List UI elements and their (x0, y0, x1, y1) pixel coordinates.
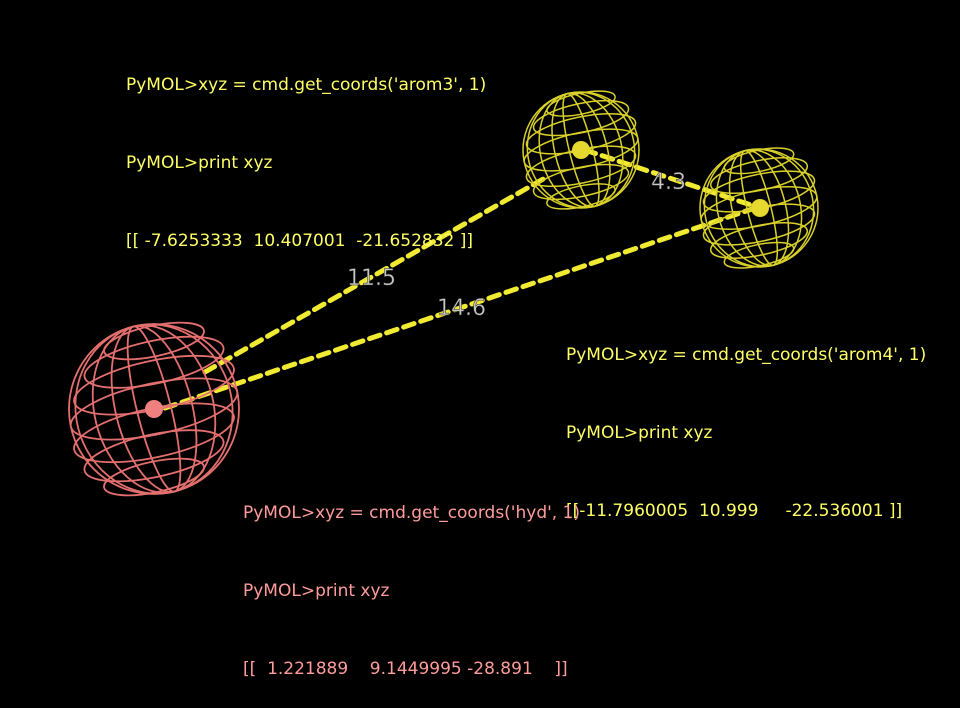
wire-sphere-icon (74, 323, 234, 495)
distance-label-hyd-arom3: 11.5 (347, 266, 396, 291)
wire-sphere-icon (532, 163, 630, 201)
console-result-line: [[ -7.6253333 10.407001 -21.652832 ]] (126, 231, 474, 251)
console-output-arom4: PyMOL>xyz = cmd.get_coords('arom4', 1) P… (566, 290, 926, 550)
hyd-center-atom[interactable] (145, 400, 163, 418)
pymol-3d-viewport[interactable]: 4.3 11.5 14.6 (0, 0, 960, 532)
viewport-background (0, 0, 960, 532)
console-output-hyd: PyMOL>xyz = cmd.get_coords('hyd', 1) PyM… (243, 448, 580, 708)
distance-line-hyd-arom4 (162, 205, 758, 411)
console-print-line: PyMOL>print xyz (126, 153, 273, 173)
wire-sphere-icon (83, 429, 225, 483)
wire-sphere-icon (83, 335, 225, 389)
console-result-line: [[ 1.221889 9.1449995 -28.891 ]] (243, 659, 568, 679)
console-print-line: PyMOL>print xyz (566, 423, 713, 443)
console-command-line: PyMOL>xyz = cmd.get_coords('hyd', 1) (243, 503, 581, 523)
console-command-line: PyMOL>xyz = cmd.get_coords('arom3', 1) (126, 75, 487, 95)
arom3-center-atom[interactable] (572, 141, 590, 159)
distance-label-hyd-arom4: 14.6 (437, 296, 486, 321)
console-result-line: [[-11.7960005 10.999 -22.536001 ]] (566, 501, 903, 521)
wire-sphere-icon (526, 91, 636, 209)
console-print-line: PyMOL>print xyz (243, 581, 390, 601)
wire-sphere-icon (709, 221, 809, 259)
console-command-line: PyMOL>xyz = cmd.get_coords('arom4', 1) (566, 345, 927, 365)
arom4-center-atom[interactable] (751, 199, 769, 217)
distance-line-hyd-arom3 (202, 175, 548, 375)
distance-label-arom3-arom4: 4.3 (651, 170, 686, 195)
console-output-arom3: PyMOL>xyz = cmd.get_coords('arom3', 1) P… (126, 20, 486, 280)
wire-sphere-icon (703, 148, 815, 268)
